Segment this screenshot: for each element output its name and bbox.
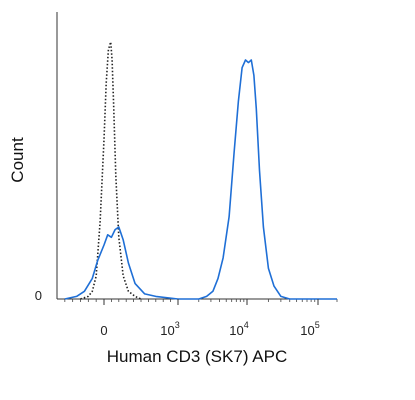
plot-area: 0 103 104 105 0: [35, 12, 338, 338]
x-minor-ticks: [64, 299, 338, 302]
y-axis-ticks: 0: [35, 288, 42, 303]
x-axis-ticks: 0 103 104 105: [100, 299, 320, 338]
x-tick-label: 104: [229, 320, 248, 338]
x-tick-label: 103: [160, 320, 179, 338]
series-layer: [64, 41, 337, 300]
x-tick-label: 105: [300, 320, 319, 338]
y-tick-label: 0: [35, 288, 42, 303]
stained-histogram-line: [64, 59, 337, 300]
y-axis-title: Count: [8, 137, 27, 183]
x-tick-label: 0: [100, 323, 107, 338]
x-axis-title: Human CD3 (SK7) APC: [107, 347, 287, 366]
control-histogram-line: [80, 41, 142, 300]
